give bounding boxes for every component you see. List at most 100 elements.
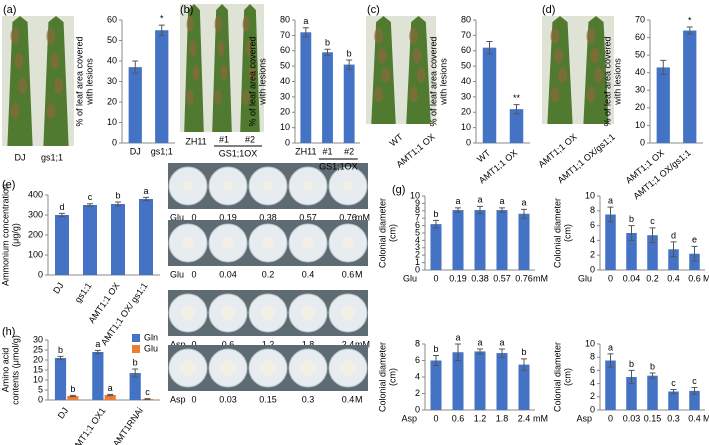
x-tick-label: DJ (51, 281, 66, 296)
y-tick-label: 6 (415, 355, 420, 365)
significance-label: a (608, 195, 613, 205)
y-axis-label: contents (μmol/g) (10, 335, 20, 405)
significance-label: a (477, 337, 482, 347)
plate-label: 2.4 (342, 339, 355, 349)
significance-label: b (521, 347, 526, 357)
y-tick-label: 2 (415, 388, 420, 398)
bar (496, 210, 508, 270)
bar (474, 210, 486, 270)
lesion (412, 47, 422, 64)
y-tick-label: 4 (415, 371, 420, 381)
plate-label: 0.3 (302, 394, 315, 404)
lesion (248, 65, 256, 81)
bar (92, 352, 104, 400)
error-bar (521, 358, 527, 371)
y-tick-label: 5 (415, 227, 420, 237)
plate-label: 0.57 (299, 212, 317, 222)
error-bar (59, 212, 65, 218)
y-tick-label: 0 (590, 404, 595, 414)
y-tick-label: 50 (461, 61, 471, 71)
panel-label: (c) (367, 4, 380, 16)
error-bar (346, 59, 353, 70)
lesion (242, 89, 250, 106)
bar (452, 210, 464, 270)
error-bar (69, 394, 76, 398)
lesion (377, 47, 387, 64)
plate-label: 0.19 (219, 212, 237, 222)
error-bar (433, 355, 439, 366)
significance-label: b (650, 361, 655, 371)
plate-unit: mM (355, 212, 370, 222)
lesion (374, 86, 384, 103)
y-tick-label: 9 (415, 198, 420, 208)
x-tick-label: AMT1RNAi (111, 406, 145, 445)
y-axis-label: Colonial diameter (552, 342, 562, 412)
error-bar (660, 59, 667, 75)
y-tick-label: 70 (635, 14, 645, 24)
plate-prefix: Asp (170, 394, 186, 404)
error-bar (607, 353, 614, 368)
x-tick-label: #1 (322, 146, 332, 156)
bar (104, 395, 116, 400)
y-tick-label: 4 (590, 235, 595, 245)
plate-label: 0.03 (219, 394, 237, 404)
x-tick-label: ZH11 (295, 146, 316, 156)
bar (683, 30, 697, 144)
y-tick-label: 4 (415, 235, 420, 245)
plate-label: 0 (191, 269, 196, 279)
y-tick-label: 20 (107, 96, 117, 106)
colony (300, 360, 316, 376)
error-bar (87, 203, 93, 207)
y-tick-label: 0 (466, 137, 471, 147)
x-prefix: Glu (403, 273, 417, 283)
x-tick-label: 0.76 (515, 273, 533, 283)
error-bar (132, 368, 139, 378)
bar (54, 358, 67, 400)
y-axis-label: with lesions (84, 58, 94, 106)
x-tick-label: 0.04 (623, 273, 641, 283)
y-tick-label: 70 (280, 30, 290, 40)
lesion (189, 40, 197, 57)
significance-label: c (145, 387, 150, 397)
y-tick-label: 25 (33, 344, 43, 354)
y-tick-label: 0 (590, 264, 595, 274)
colony (260, 360, 276, 376)
bar (67, 396, 79, 400)
error-bar (670, 241, 677, 258)
error-bar (433, 219, 439, 229)
bar (55, 215, 69, 275)
y-tick-label: 0 (38, 269, 43, 279)
significance-label: b (629, 359, 634, 369)
y-tick-label: 2 (415, 250, 420, 260)
bar (647, 235, 658, 270)
panel-label: (b) (180, 4, 193, 16)
lesion (14, 53, 24, 69)
photo-caption: WT (388, 131, 406, 148)
y-tick-label: 0 (415, 264, 420, 274)
significance-label: ** (513, 93, 521, 103)
plate-label: 0.6 (342, 269, 355, 279)
y-tick-label: 50 (107, 35, 117, 45)
x-tick-label: 0 (433, 413, 438, 423)
y-axis-label: Ammonium concentration (0, 184, 10, 286)
y-axis-label: (cm) (562, 224, 572, 242)
colony (183, 181, 193, 191)
error-bar (107, 393, 114, 397)
y-axis-label: Amino acid (0, 348, 10, 393)
plate-label: 0.2 (262, 269, 275, 279)
colony (303, 181, 313, 191)
x-unit: mM (533, 413, 548, 423)
bar (128, 67, 142, 143)
y-axis-label: % of leaf area covered (602, 36, 612, 126)
significance-label: e (692, 235, 697, 245)
x-tick-label: 0.57 (493, 273, 511, 283)
plate-label: 0 (191, 212, 196, 222)
bar (83, 205, 97, 275)
legend-swatch (132, 345, 140, 353)
lesion (53, 78, 64, 94)
lesion (192, 65, 200, 81)
y-tick-label: 15 (33, 364, 43, 374)
y-tick-label: 3 (415, 242, 420, 252)
y-tick-label: 60 (280, 45, 290, 55)
